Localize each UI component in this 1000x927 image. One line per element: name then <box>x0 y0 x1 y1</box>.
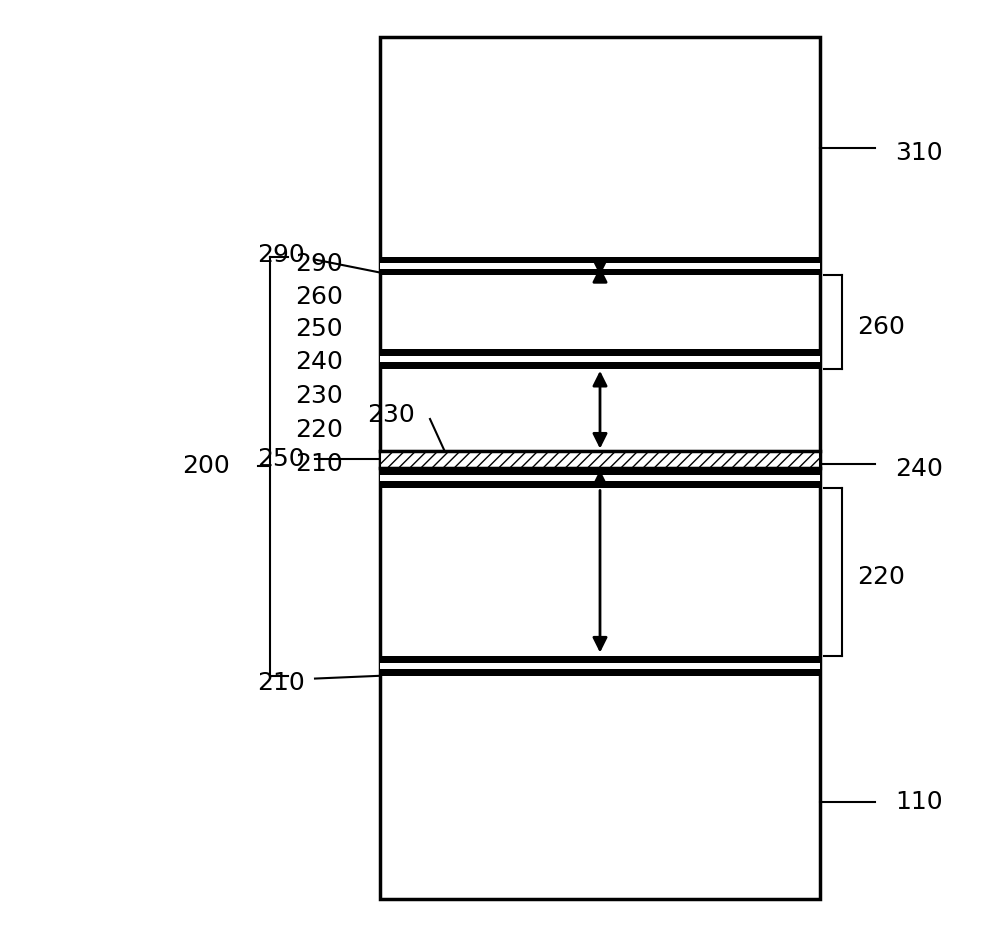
Bar <box>380 481 820 488</box>
Text: 230: 230 <box>367 403 415 427</box>
Bar <box>380 356 820 362</box>
Text: 260: 260 <box>857 315 905 338</box>
Text: 250: 250 <box>295 317 343 341</box>
Bar <box>380 663 820 669</box>
Bar <box>380 37 820 899</box>
Bar <box>380 669 820 676</box>
Bar <box>380 468 820 475</box>
Bar <box>380 475 820 481</box>
Bar <box>380 257 820 263</box>
Text: 210: 210 <box>257 671 305 695</box>
Bar <box>380 349 820 356</box>
Text: 200: 200 <box>182 454 230 478</box>
Text: 310: 310 <box>895 141 943 165</box>
Text: 290: 290 <box>295 252 343 276</box>
Text: 240: 240 <box>895 457 943 481</box>
Bar <box>380 263 820 269</box>
Text: 110: 110 <box>895 790 943 814</box>
Text: 260: 260 <box>295 285 343 309</box>
Text: 210: 210 <box>295 452 343 476</box>
Bar <box>380 451 820 468</box>
Text: 220: 220 <box>295 418 343 442</box>
Text: 240: 240 <box>295 349 343 374</box>
Bar <box>380 269 820 275</box>
Text: 220: 220 <box>857 565 905 589</box>
Text: 250: 250 <box>257 447 305 471</box>
Bar <box>380 362 820 369</box>
Text: 290: 290 <box>257 243 305 267</box>
Bar <box>380 656 820 663</box>
Text: 230: 230 <box>295 384 343 408</box>
